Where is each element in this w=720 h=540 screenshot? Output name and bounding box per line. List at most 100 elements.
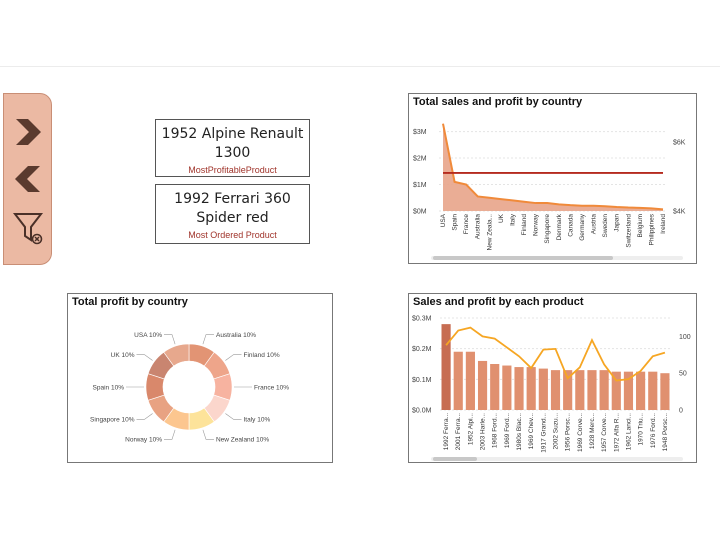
x-tick-label: 2003 Harle... bbox=[480, 413, 487, 450]
y-tick-label: $2M bbox=[413, 156, 427, 163]
bar bbox=[636, 371, 646, 410]
sales-profit-by-product-chart[interactable]: Sales and profit by each product $0.0M $0… bbox=[408, 293, 697, 463]
x-tick-label: France bbox=[463, 214, 470, 235]
leader-line bbox=[136, 354, 153, 361]
x-tick-label: Philippines bbox=[648, 213, 655, 245]
x-tick-label: 1917 Grand... bbox=[540, 413, 547, 453]
clear-filters-button[interactable] bbox=[10, 208, 46, 245]
bar bbox=[660, 373, 670, 410]
x-tick-label: 1970 Triu... bbox=[638, 413, 645, 446]
most-ordered-product-card: 1992 Ferrari 360 Spider red Most Ordered… bbox=[155, 184, 310, 244]
chart-title: Sales and profit by each product bbox=[413, 296, 584, 308]
x-tick-label: 1968 Ford... bbox=[492, 413, 499, 448]
x-tick-label: Ireland bbox=[660, 214, 667, 234]
x-tick-label: 1962 Lanci... bbox=[625, 413, 632, 450]
chevron-right-icon bbox=[16, 119, 41, 145]
x-tick-label: 1969 Corve... bbox=[577, 413, 584, 452]
clear-filter-icon bbox=[12, 213, 44, 245]
sales-profit-by-country-chart[interactable]: Total sales and profit by country $0M $1M… bbox=[408, 93, 697, 264]
horizontal-scrollbar-thumb bbox=[433, 256, 613, 260]
bar bbox=[575, 370, 585, 410]
x-tick-label: Germany bbox=[579, 213, 586, 240]
next-page-button[interactable] bbox=[10, 114, 46, 150]
bar bbox=[587, 370, 597, 410]
y-tick-label: $0.0M bbox=[412, 408, 432, 415]
x-tick-label: Canada bbox=[567, 214, 574, 237]
slice-label: UK 10% bbox=[111, 352, 135, 359]
x-tick-label: 2002 Suzu... bbox=[553, 413, 560, 450]
leader-line bbox=[202, 334, 214, 345]
bar bbox=[477, 360, 488, 410]
donut-slice bbox=[163, 343, 190, 367]
leader-line bbox=[164, 334, 176, 345]
x-tick-label: 1956 Porsc... bbox=[565, 413, 572, 451]
bar bbox=[599, 370, 609, 410]
y2-tick-label: $4K bbox=[673, 209, 686, 216]
chart-canvas: $0.0M $0.1M $0.2M $0.3M 0 50 100 1992 Ferra... 2… bbox=[412, 316, 691, 461]
leader-line bbox=[225, 413, 242, 420]
x-tick-label: 1928 Merc... bbox=[589, 413, 596, 449]
bar bbox=[611, 371, 621, 410]
x-tick-label: 1969 Ford... bbox=[504, 413, 511, 448]
slice-label: Spain 10% bbox=[93, 384, 125, 391]
x-tick-label: 1972 Alfa R... bbox=[613, 413, 620, 452]
slice-label: Australia 10% bbox=[216, 332, 256, 339]
bar bbox=[490, 364, 500, 410]
bar bbox=[514, 367, 524, 410]
bar bbox=[526, 367, 536, 410]
x-tick-label: USA bbox=[440, 213, 447, 227]
x-tick-label: 1969 Chev... bbox=[528, 413, 535, 450]
slice-label: New Zealand 10% bbox=[216, 437, 269, 444]
horizontal-scrollbar-track bbox=[431, 457, 683, 461]
bar bbox=[550, 370, 561, 410]
x-tick-label: Sweden bbox=[602, 214, 609, 238]
leader-line bbox=[202, 429, 214, 440]
x-tick-label: 1992 Ferra... bbox=[443, 413, 450, 450]
x-tick-label: Belgium bbox=[637, 214, 644, 237]
navigation-panel bbox=[3, 93, 52, 265]
y-tick-label: $0.2M bbox=[412, 346, 432, 353]
horizontal-scrollbar-thumb bbox=[433, 457, 477, 461]
kpi-label: MostProfitableProduct bbox=[188, 165, 277, 175]
x-tick-label: 1952 Alpi... bbox=[467, 413, 474, 445]
x-tick-label: 1948 Porsc... bbox=[662, 413, 669, 451]
y-tick-label: $3M bbox=[413, 129, 427, 136]
bar bbox=[453, 351, 463, 410]
chart-canvas: Australia 10% Finland 10% France 10% Italy … bbox=[90, 332, 289, 444]
y-tick-label: $1M bbox=[413, 182, 427, 189]
y2-tick-label: 0 bbox=[679, 408, 683, 415]
slice-label: Singapore 10% bbox=[90, 417, 135, 424]
x-tick-label: Norway bbox=[533, 213, 540, 236]
leader-line bbox=[164, 429, 176, 440]
profit-by-country-chart[interactable]: Total profit by country Australia 10% Fin… bbox=[67, 293, 333, 463]
x-tick-label: 1976 Ford... bbox=[650, 413, 657, 448]
x-tick-label: Singapore bbox=[544, 214, 551, 244]
x-tick-label: Switzerland bbox=[625, 214, 632, 248]
chart-title: Total profit by country bbox=[72, 296, 188, 308]
bar bbox=[623, 371, 634, 410]
slice-label: Norway 10% bbox=[125, 437, 162, 444]
y2-tick-label: 100 bbox=[679, 334, 691, 341]
bar bbox=[465, 351, 475, 410]
bar bbox=[538, 368, 548, 410]
x-tick-label: New Zeala... bbox=[486, 214, 493, 251]
y-tick-label: $0M bbox=[413, 209, 427, 216]
kpi-label: Most Ordered Product bbox=[188, 230, 277, 240]
back-page-button[interactable] bbox=[10, 161, 46, 197]
x-tick-label: Finland bbox=[521, 214, 528, 236]
kpi-value: 1992 Ferrari 360 Spider red bbox=[174, 191, 291, 226]
bar bbox=[563, 370, 573, 410]
x-tick-label: Denmark bbox=[556, 213, 563, 240]
y-tick-label: $0.1M bbox=[412, 377, 432, 384]
sales-area bbox=[443, 123, 663, 211]
x-tick-label: Austria bbox=[591, 214, 598, 235]
kpi-value: 1952 Alpine Renault 1300 bbox=[161, 126, 304, 161]
y2-tick-label: 50 bbox=[679, 371, 687, 378]
top-divider bbox=[0, 66, 720, 67]
x-tick-label: Australia bbox=[475, 214, 482, 240]
slice-label: USA 10% bbox=[134, 332, 162, 339]
y2-tick-label: $6K bbox=[673, 139, 686, 146]
profit-series-line bbox=[445, 326, 666, 382]
leader-line bbox=[225, 354, 242, 361]
x-tick-label: Italy bbox=[509, 213, 516, 226]
